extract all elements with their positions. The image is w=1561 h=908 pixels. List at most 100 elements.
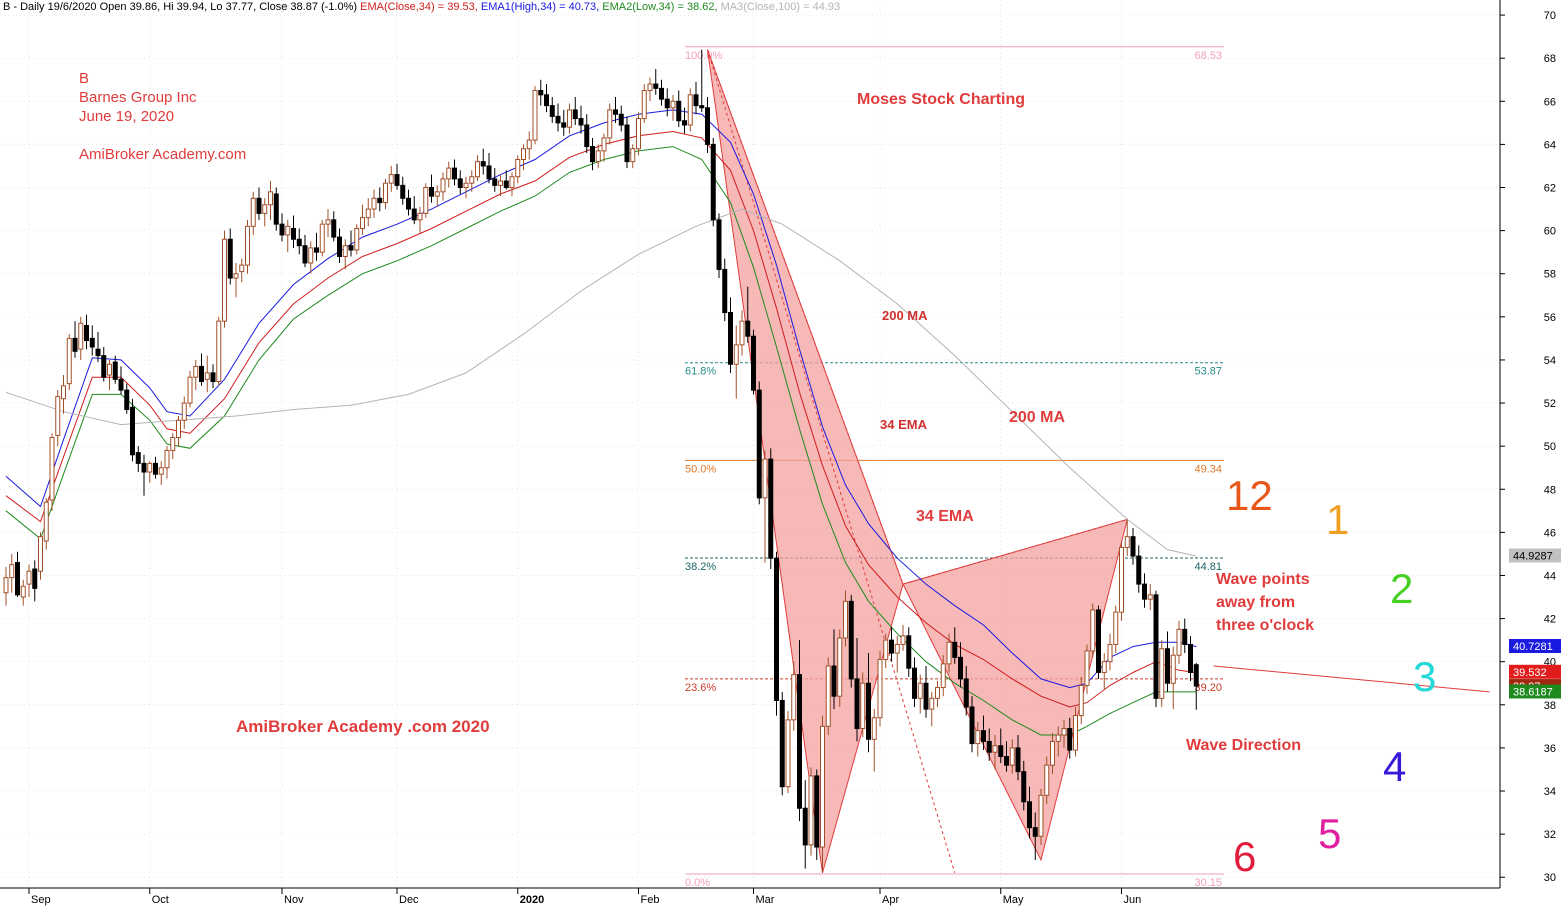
candle-body: [112, 361, 118, 380]
candle-body: [308, 247, 314, 264]
y-tick-label: 38: [1544, 700, 1556, 712]
candle-body: [653, 83, 659, 89]
candle-body: [877, 659, 883, 719]
candle-body: [728, 312, 733, 365]
candle-body: [532, 90, 538, 141]
clock-number-6: 6: [1233, 833, 1257, 880]
candle-body: [383, 182, 388, 204]
candle-body: [825, 665, 831, 727]
candle-body: [670, 100, 676, 109]
candle-body: [147, 462, 153, 473]
fib-pct-label: 0.0%: [685, 877, 710, 889]
candle-body: [262, 204, 268, 214]
candle-body: [492, 178, 498, 186]
candle-body: [785, 719, 791, 788]
x-tick-label: Mar: [756, 894, 775, 906]
candle-body: [1101, 661, 1107, 673]
y-tick-label: 30: [1544, 872, 1556, 884]
candle-body: [256, 197, 262, 214]
candle-body: [130, 406, 135, 456]
candle-body: [153, 462, 158, 475]
candle-body: [302, 245, 308, 264]
price-tag-box: [1509, 684, 1561, 699]
candle-body: [866, 682, 871, 740]
price-tag-label: 44.9287: [1513, 550, 1553, 562]
candle-body: [176, 419, 181, 439]
candle-body: [360, 217, 365, 229]
candle-body: [831, 665, 837, 697]
wave-note-line-1: Wave points: [1216, 571, 1310, 588]
candle-body: [498, 180, 503, 186]
candle-body: [808, 775, 814, 846]
fib-value-label: 49.34: [1194, 463, 1222, 475]
candle-body: [417, 212, 423, 221]
y-tick-label: 70: [1544, 10, 1556, 22]
candle-body: [193, 365, 199, 378]
x-tick-label: Nov: [284, 894, 304, 906]
candle-body: [590, 146, 595, 163]
candle-body: [1044, 764, 1050, 796]
y-tick-label: 56: [1544, 312, 1556, 324]
candle-body: [1084, 650, 1090, 686]
candle-body: [1176, 628, 1182, 656]
clock-number-3: 3: [1413, 653, 1437, 700]
price-tag-label: 38.6187: [1513, 686, 1553, 698]
candle-body: [889, 639, 894, 654]
candle-body: [446, 167, 452, 180]
fib-value-label: 53.87: [1194, 366, 1222, 378]
candle-body: [1038, 794, 1044, 837]
candle-body: [894, 643, 900, 654]
candlesticks: [3, 49, 1199, 873]
candle-body: [187, 376, 193, 404]
y-tick-label: 66: [1544, 96, 1556, 108]
candle-body: [820, 725, 825, 848]
candle-body: [739, 320, 745, 346]
candle-body: [348, 245, 354, 251]
x-tick-label: Apr: [882, 894, 899, 906]
candle-body: [716, 219, 722, 270]
candle-body: [1165, 648, 1170, 684]
candle-body: [233, 273, 239, 279]
price-tag-box: [1509, 548, 1561, 563]
y-tick-label: 54: [1544, 355, 1556, 367]
x-tick-label: Sep: [31, 894, 51, 906]
clock-number-1: 1: [1326, 496, 1350, 543]
candle-body: [952, 641, 958, 658]
y-tick-label: 64: [1544, 139, 1556, 151]
wave-direction-label: Wave Direction: [1186, 737, 1301, 754]
candle-body: [1090, 609, 1096, 652]
candle-body: [837, 637, 843, 697]
candle-body: [84, 324, 89, 342]
ema-label: 34 EMA: [916, 508, 974, 525]
candle-body: [992, 745, 998, 753]
candle-body: [72, 337, 78, 352]
series-line: [5, 208, 1197, 557]
site-label: AmiBroker Academy.com: [79, 146, 247, 163]
candle-body: [682, 120, 687, 126]
x-tick-label: May: [1003, 894, 1024, 906]
x-tick-label: 2020: [520, 894, 544, 906]
candle-body: [1159, 648, 1165, 699]
candle-body: [647, 83, 653, 92]
fib-value-label: 68.53: [1194, 50, 1222, 62]
candle-body: [216, 320, 222, 382]
candle-body: [969, 706, 975, 745]
candle-body: [940, 663, 946, 689]
candle-body: [411, 208, 417, 221]
candle-body: [268, 191, 273, 206]
pattern-dashed-line: [902, 518, 1128, 585]
candle-body: [733, 344, 739, 365]
clock-number-12: 12: [1226, 472, 1273, 519]
candle-body: [618, 113, 624, 126]
candle-body: [371, 197, 377, 210]
candle-body: [181, 402, 187, 421]
candle-body: [141, 462, 147, 473]
candle-body: [480, 161, 486, 167]
candle-body: [572, 109, 578, 120]
clock-number-2: 2: [1390, 565, 1414, 612]
candle-body: [802, 807, 808, 846]
candle-body: [469, 176, 475, 184]
candle-body: [624, 124, 630, 163]
candle-body: [239, 264, 245, 273]
